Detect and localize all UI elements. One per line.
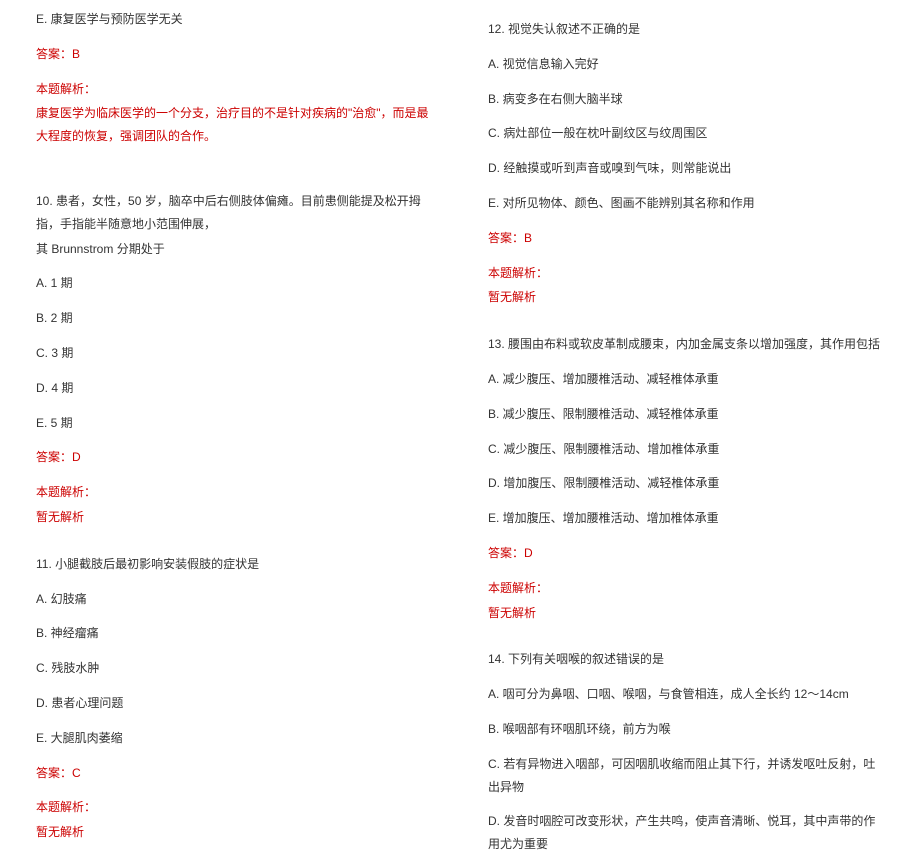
q13-option-a: A. 减少腹压、增加腰椎活动、减轻椎体承重 bbox=[488, 368, 884, 391]
q14-option-c: C. 若有异物进入咽部，可因咽肌收缩而阻止其下行，并诱发呕吐反射，吐出异物 bbox=[488, 753, 884, 799]
q12-option-d: D. 经触摸或听到声音或嗅到气味，则常能说出 bbox=[488, 157, 884, 180]
q12-answer: 答案：B bbox=[488, 227, 884, 250]
q11-option-e: E. 大腿肌肉萎缩 bbox=[36, 727, 432, 750]
q13-answer: 答案：D bbox=[488, 542, 884, 565]
q10-option-c: C. 3 期 bbox=[36, 342, 432, 365]
right-column: 12. 视觉失认叙述不正确的是 A. 视觉信息输入完好 B. 病变多在右侧大脑半… bbox=[460, 8, 896, 858]
q9-option-e: E. 康复医学与预防医学无关 bbox=[36, 8, 432, 31]
q13-option-d: D. 增加腹压、限制腰椎活动、减轻椎体承重 bbox=[488, 472, 884, 495]
q14-option-a: A. 咽可分为鼻咽、口咽、喉咽，与食管相连，成人全长约 12～14cm bbox=[488, 683, 884, 706]
q12-expl-label: 本题解析： bbox=[488, 262, 884, 285]
q10-option-a: A. 1 期 bbox=[36, 272, 432, 295]
q13-expl-label: 本题解析： bbox=[488, 577, 884, 600]
q13-explanation: 暂无解析 bbox=[488, 602, 884, 625]
page-container: E. 康复医学与预防医学无关 答案：B 本题解析： 康复医学为临床医学的一个分支… bbox=[0, 0, 920, 866]
q12-option-c: C. 病灶部位一般在枕叶副纹区与纹周围区 bbox=[488, 122, 884, 145]
q10-option-e: E. 5 期 bbox=[36, 412, 432, 435]
q12-explanation: 暂无解析 bbox=[488, 286, 884, 309]
q10-explanation: 暂无解析 bbox=[36, 506, 432, 529]
q10-stem-1: 10. 患者，女性，50 岁，脑卒中后右侧肢体偏瘫。目前患侧能提及松开拇指，手指… bbox=[36, 190, 432, 236]
q11-option-c: C. 残肢水肿 bbox=[36, 657, 432, 680]
q12-option-e: E. 对所见物体、颜色、图画不能辨别其名称和作用 bbox=[488, 192, 884, 215]
q10-option-d: D. 4 期 bbox=[36, 377, 432, 400]
q11-expl-label: 本题解析： bbox=[36, 796, 432, 819]
q14-option-d: D. 发音时咽腔可改变形状，产生共鸣，使声音清晰、悦耳，其中声带的作用尤为重要 bbox=[488, 810, 884, 856]
q11-option-a: A. 幻肢痛 bbox=[36, 588, 432, 611]
q14-option-b: B. 喉咽部有环咽肌环绕，前方为喉 bbox=[488, 718, 884, 741]
q10-answer: 答案：D bbox=[36, 446, 432, 469]
q12-stem: 12. 视觉失认叙述不正确的是 bbox=[488, 18, 884, 41]
q10-stem-2: 其 Brunnstrom 分期处于 bbox=[36, 238, 432, 261]
q10-expl-label: 本题解析： bbox=[36, 481, 432, 504]
q11-explanation: 暂无解析 bbox=[36, 821, 432, 844]
q13-stem: 13. 腰围由布料或软皮革制成腰束，内加金属支条以增加强度，其作用包括 bbox=[488, 333, 884, 356]
q13-option-e: E. 增加腹压、增加腰椎活动、增加椎体承重 bbox=[488, 507, 884, 530]
q11-option-b: B. 神经瘤痛 bbox=[36, 622, 432, 645]
q9-explanation: 康复医学为临床医学的一个分支，治疗目的不是针对疾病的"治愈"，而是最大程度的恢复… bbox=[36, 102, 432, 148]
q14-stem: 14. 下列有关咽喉的叙述错误的是 bbox=[488, 648, 884, 671]
q9-expl-label: 本题解析： bbox=[36, 78, 432, 101]
q12-option-a: A. 视觉信息输入完好 bbox=[488, 53, 884, 76]
q11-stem: 11. 小腿截肢后最初影响安装假肢的症状是 bbox=[36, 553, 432, 576]
q9-answer: 答案：B bbox=[36, 43, 432, 66]
q11-option-d: D. 患者心理问题 bbox=[36, 692, 432, 715]
q10-option-b: B. 2 期 bbox=[36, 307, 432, 330]
q11-answer: 答案：C bbox=[36, 762, 432, 785]
q13-option-b: B. 减少腹压、限制腰椎活动、减轻椎体承重 bbox=[488, 403, 884, 426]
q13-option-c: C. 减少腹压、限制腰椎活动、增加椎体承重 bbox=[488, 438, 884, 461]
q12-option-b: B. 病变多在右侧大脑半球 bbox=[488, 88, 884, 111]
left-column: E. 康复医学与预防医学无关 答案：B 本题解析： 康复医学为临床医学的一个分支… bbox=[24, 8, 460, 858]
